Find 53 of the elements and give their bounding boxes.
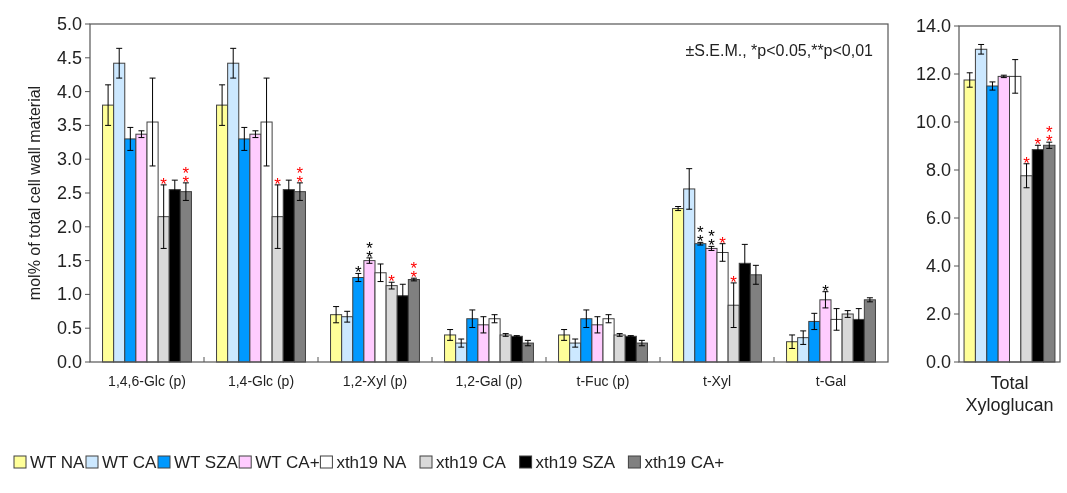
y-tick-label: 6.0 [925, 208, 951, 228]
data-label: * [160, 174, 168, 194]
y-tick-label: 2.0 [56, 216, 82, 237]
y-axis-title: mol% of total cell wall material [26, 85, 43, 301]
legend-label: WT NA [30, 453, 86, 472]
y-tick-label: 0.0 [925, 352, 951, 372]
legend-label: xth19 SZA [535, 453, 616, 472]
y-tick-label: 4.0 [56, 81, 82, 102]
x-tick-label: t-Gal [815, 373, 847, 389]
x-tick-label: 1,4,6-Glc (p) [108, 373, 186, 389]
y-tick-label: 2.5 [56, 183, 82, 203]
y-tick-label: 12.0 [915, 64, 951, 84]
data-label: * [355, 263, 363, 283]
legend-label: xth19 CA [436, 453, 507, 472]
data-label: * [719, 233, 727, 253]
data-label: ** [708, 227, 716, 256]
y-tick-label: 10.0 [915, 112, 951, 132]
annotation: ±S.E.M., *p<0.05,**p<0,01 [685, 42, 874, 59]
data-label: * [1034, 135, 1042, 155]
y-tick-label: 0.5 [56, 318, 82, 339]
x-tick-label: t-Fuc (p) [576, 373, 630, 389]
x-tick-label: 1,2-Gal (p) [455, 373, 523, 389]
data-label: * [1023, 153, 1031, 173]
x-tick-label: 1,2-Xyl (p) [342, 373, 408, 389]
data-label: ** [366, 238, 374, 267]
y-tick-label: 2.0 [925, 304, 951, 324]
legend-label: WT CA+ [255, 453, 320, 472]
legend-label: WT SZA [174, 453, 239, 472]
y-tick-label: 1.0 [56, 284, 82, 305]
y-tick-label: 8.0 [925, 160, 951, 180]
legend-label: xth19 CA+ [644, 453, 725, 472]
y-tick-label: 4.0 [925, 256, 951, 276]
data-label: ** [182, 163, 190, 192]
data-label: * [274, 174, 282, 194]
y-tick-label: 1.5 [56, 250, 82, 271]
y-tick-label: 14.0 [915, 16, 951, 36]
y-tick-label: 5.0 [56, 14, 82, 34]
data-label: ** [296, 163, 304, 192]
x-tick-label: t-Xyl [703, 373, 731, 389]
data-label: * [388, 272, 396, 292]
data-label: ** [697, 223, 705, 252]
legend-label: WT CA [102, 453, 158, 472]
data-label: ** [1045, 123, 1053, 152]
data-label: ** [410, 259, 418, 288]
data-label: * [822, 281, 830, 301]
data-label: * [730, 272, 738, 292]
y-tick-label: 0.0 [56, 352, 82, 372]
y-tick-label: 4.5 [56, 47, 82, 68]
x-tick-label: Total Xyloglucan [965, 373, 1054, 415]
y-tick-label: 3.0 [56, 149, 82, 170]
legend-label: xth19 NA [336, 453, 407, 472]
y-tick-label: 3.5 [56, 115, 82, 136]
x-tick-label: 1,4-Glc (p) [227, 373, 295, 389]
